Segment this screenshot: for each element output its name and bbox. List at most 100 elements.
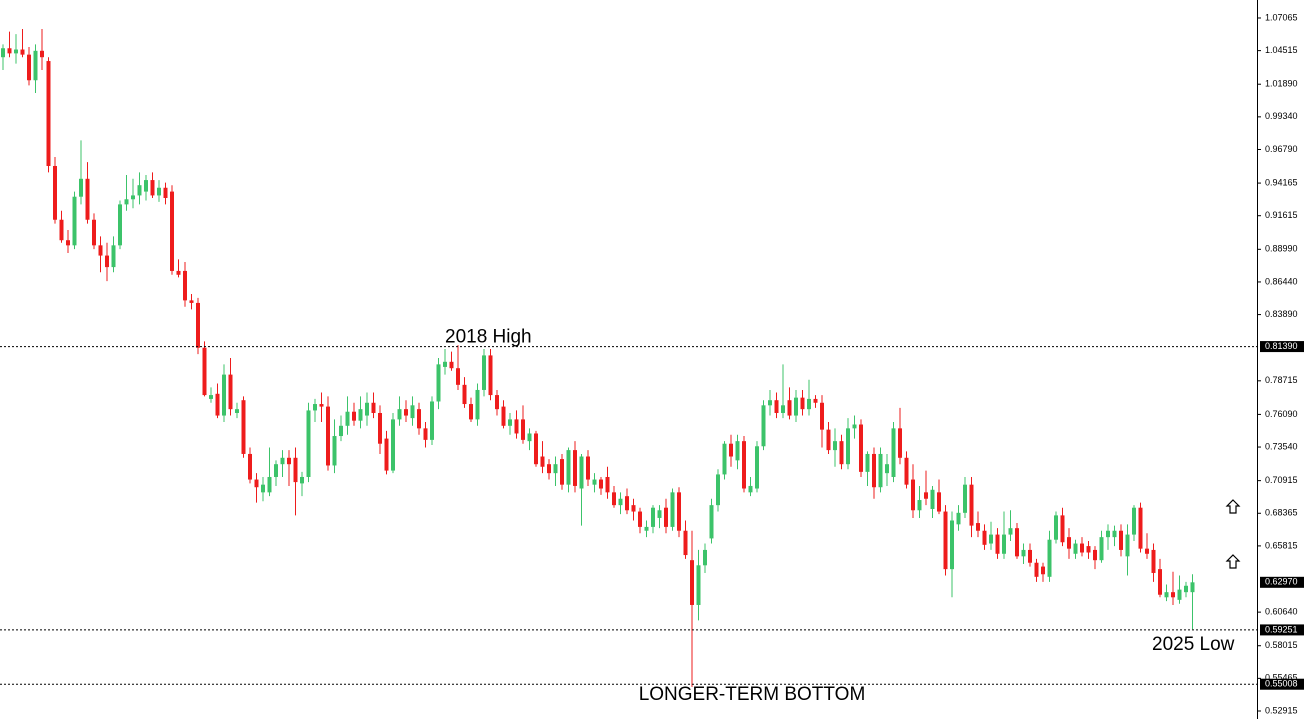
y-tick-label: 0.94165: [1265, 177, 1298, 187]
candle-body: [209, 395, 213, 399]
y-tick-label: 0.52915: [1265, 705, 1298, 715]
candle-body: [352, 411, 356, 421]
candle-body: [59, 219, 64, 241]
candle-body: [852, 424, 857, 429]
candle-body: [865, 453, 870, 472]
candle-body: [144, 180, 148, 192]
candle-body: [956, 512, 961, 525]
candle-body: [560, 459, 564, 485]
candle-body: [514, 419, 519, 434]
candle-body: [839, 441, 844, 465]
candle-body: [670, 492, 675, 527]
candle-body: [761, 405, 766, 447]
candle-body: [235, 409, 239, 413]
candle-body: [482, 355, 486, 390]
candle-body: [319, 404, 324, 407]
y-tick-label: 0.83890: [1265, 309, 1298, 319]
y-tick-label: 1.01890: [1265, 79, 1298, 89]
candle-body: [118, 204, 122, 246]
candle-body: [963, 484, 967, 513]
candle-body: [443, 361, 447, 367]
candle-body: [644, 526, 649, 531]
candle-body: [150, 180, 155, 196]
candle-body: [508, 419, 512, 426]
candle-body: [423, 428, 428, 440]
candle-body: [365, 402, 369, 416]
candle-body: [911, 479, 915, 511]
candle-body: [20, 49, 25, 55]
candle-body: [898, 428, 902, 458]
y-tick-label: 0.91615: [1265, 210, 1298, 220]
candle-body: [293, 457, 298, 483]
candle-body: [397, 409, 402, 420]
candle-body: [462, 384, 467, 405]
candle-body: [904, 457, 909, 485]
candle-body: [1028, 549, 1032, 563]
level-price-label: 0.55008: [1265, 679, 1298, 689]
candle-body: [664, 507, 668, 527]
candle-body: [66, 240, 70, 246]
candle-body: [98, 245, 103, 256]
candle-body: [566, 450, 571, 485]
y-tick-label: 0.73540: [1265, 441, 1298, 451]
candle-body: [683, 530, 688, 556]
candle-body: [384, 438, 389, 471]
candle-body: [755, 446, 759, 489]
candle-body: [449, 361, 454, 369]
candle-body: [501, 406, 506, 426]
candle-body: [1080, 543, 1084, 553]
candle-body: [1054, 515, 1058, 540]
candle-body: [79, 178, 83, 197]
candle-body: [1086, 546, 1091, 553]
candle-body: [1060, 515, 1065, 543]
candle-body: [1099, 537, 1104, 561]
candle-body: [735, 441, 740, 461]
candle-body: [124, 199, 129, 205]
candle-body: [189, 300, 194, 303]
candle-body: [1, 48, 5, 58]
candle-body: [787, 400, 792, 416]
candle-body: [631, 505, 636, 512]
candle-body: [417, 409, 421, 429]
candle-body: [540, 456, 545, 467]
y-tick-label: 0.99340: [1265, 111, 1298, 121]
candle-body: [599, 479, 603, 489]
arrow-icon: [1225, 554, 1241, 569]
candle-body: [976, 523, 980, 531]
candle-body: [1177, 589, 1182, 600]
candle-body: [170, 191, 174, 271]
candle-body: [33, 50, 38, 81]
candle-body: [1106, 530, 1110, 538]
candle-body: [46, 61, 51, 166]
candle-body: [378, 412, 382, 444]
candle-body: [774, 400, 779, 413]
candle-body: [592, 479, 597, 485]
candle-body: [371, 402, 376, 413]
candle-body: [1041, 566, 1045, 575]
candle-body: [183, 270, 187, 301]
candle-body: [53, 165, 57, 220]
candle-body: [748, 485, 753, 493]
candle-body: [404, 409, 408, 416]
candle-body: [709, 505, 714, 539]
candle-body: [1184, 585, 1188, 593]
candle-body: [612, 492, 616, 506]
candle-body: [430, 401, 434, 440]
candle-body: [768, 400, 772, 406]
y-tick-label: 0.58015: [1265, 640, 1298, 650]
candle-body: [937, 492, 941, 512]
candle-body: [729, 443, 733, 457]
level-annotation: 2025 Low: [1152, 634, 1235, 655]
candle-body: [254, 479, 259, 488]
candle-body: [742, 441, 746, 489]
candle-body: [1034, 562, 1039, 577]
candle-body: [469, 404, 473, 420]
candle-body: [891, 428, 896, 477]
candle-body: [300, 476, 304, 484]
candle-body: [1047, 539, 1052, 577]
candle-body: [878, 453, 883, 488]
candle-body: [716, 474, 720, 506]
candle-body: [618, 498, 623, 506]
